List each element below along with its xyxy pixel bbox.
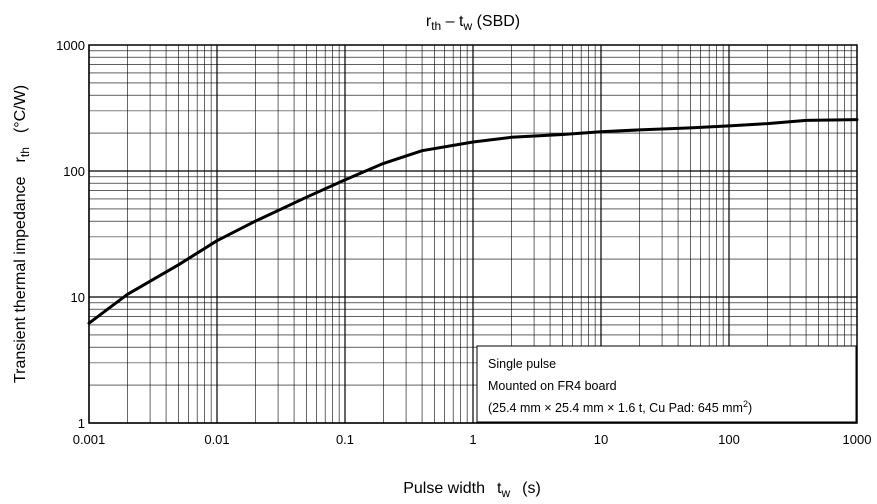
y-tick-label: 100: [63, 164, 85, 179]
annotation-line-2: Mounted on FR4 board: [488, 379, 617, 393]
x-tick-label: 0.1: [336, 432, 354, 447]
series-layer: [87, 118, 859, 325]
x-tick-label: 0.001: [73, 432, 106, 447]
x-tick-labels: 0.001 0.01 0.1 1 10 100 1000: [73, 432, 872, 447]
impedance-curve: [87, 118, 859, 325]
x-tick-label: 10: [594, 432, 608, 447]
y-tick-label: 10: [71, 290, 85, 305]
x-axis-title: Pulse width tw (s): [403, 480, 541, 500]
y-tick-label: 1000: [56, 38, 85, 53]
y-tick-label: 1: [78, 416, 85, 431]
y-tick-labels: 1 10 100 1000: [56, 38, 85, 431]
annotation-box: Single pulse Mounted on FR4 board (25.4 …: [476, 345, 857, 423]
x-tick-label: 0.01: [204, 432, 229, 447]
plot-frame: [88, 44, 858, 424]
annotation-line-1: Single pulse: [488, 357, 556, 371]
x-tick-label: 100: [718, 432, 740, 447]
annotation-line-3: (25.4 mm × 25.4 mm × 1.6 t, Cu Pad: 645 …: [488, 399, 752, 415]
x-tick-label: 1: [469, 432, 476, 447]
chart-title: rth – tw (SBD): [426, 13, 520, 33]
y-axis-title: Transient thermal impedancerth(°C/W): [12, 85, 32, 383]
x-tick-label: 1000: [843, 432, 872, 447]
